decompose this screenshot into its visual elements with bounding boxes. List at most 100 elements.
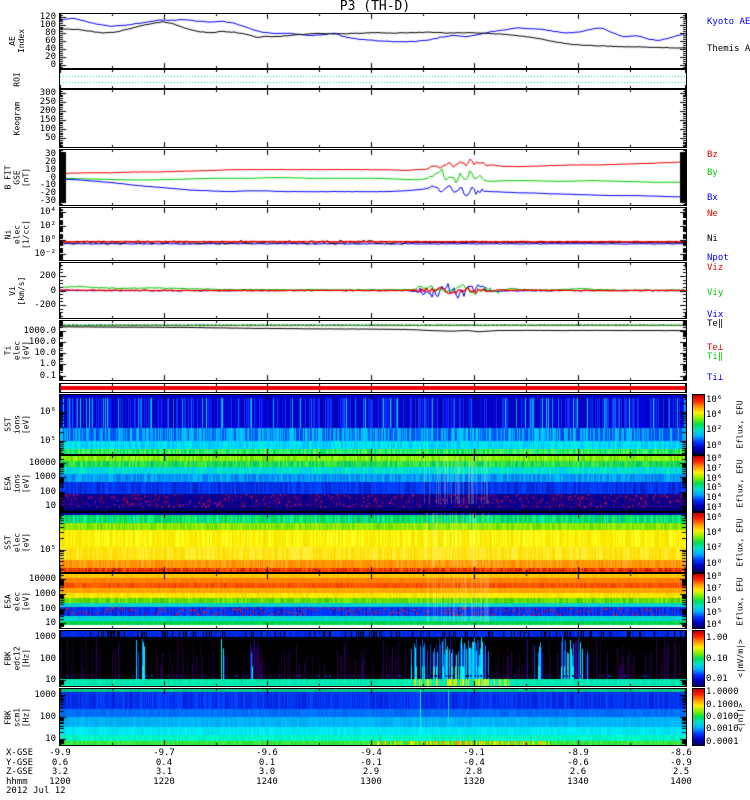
y-tick-label: 10⁻² bbox=[34, 249, 56, 260]
colorbar-tick-label: 10⁶ bbox=[706, 394, 723, 405]
panel-canvas-bfit bbox=[60, 150, 686, 205]
legend-ne: Ne bbox=[707, 209, 718, 220]
panel-canvas-ae bbox=[60, 14, 686, 68]
panel-ni bbox=[59, 207, 687, 261]
colorbar-tick-label: 0.01 bbox=[706, 674, 728, 685]
axis-value: 2.6 bbox=[569, 767, 587, 777]
y-tick-label: 80 bbox=[45, 28, 56, 39]
colorbar-sst-ions bbox=[692, 394, 705, 455]
legend-viz: Viz bbox=[707, 262, 724, 273]
colorbar-unit-label: <|mV/m|> bbox=[732, 631, 748, 686]
y-tick-label: 0.1 bbox=[39, 370, 56, 381]
y-tick-label: 300 bbox=[39, 87, 56, 98]
page-title: P3 (TH-D) bbox=[339, 0, 411, 14]
y-tick-label: 10000 bbox=[28, 458, 56, 469]
y-tick-label: 20 bbox=[45, 51, 56, 62]
axis-row-label-xgse: X-GSE bbox=[6, 748, 34, 758]
y-tick-label: 10² bbox=[39, 221, 56, 232]
colorbar-tick-label: 0.0001 bbox=[706, 736, 739, 747]
y-tick-label: 150 bbox=[39, 114, 56, 125]
axis-label-ni: Ni elec [1/cc] bbox=[0, 208, 34, 260]
y-tick-label: 10 bbox=[45, 164, 56, 175]
colorbar-tick-label: 10⁴ bbox=[706, 619, 723, 630]
colorbar-tick-label: 10³ bbox=[706, 503, 723, 514]
axis-value: 0.4 bbox=[155, 757, 173, 768]
colorbar-tick-label: 10⁵ bbox=[706, 483, 723, 494]
y-tick-label: 10.0 bbox=[34, 348, 56, 359]
panel-ae bbox=[59, 13, 687, 69]
axis-value: 1340 bbox=[567, 776, 589, 787]
legend-ti: Ti‖ bbox=[707, 352, 724, 363]
axis-value: 1240 bbox=[256, 776, 278, 787]
colorbar-tick-label: 10⁴ bbox=[706, 528, 723, 539]
colorbar-unit-label: Eflux, EFU bbox=[732, 456, 748, 511]
axis-value: -9.9 bbox=[49, 748, 71, 758]
axis-value: 1200 bbox=[49, 776, 71, 787]
y-tick-label: 10⁵ bbox=[39, 436, 56, 447]
y-tick-label: 250 bbox=[39, 96, 56, 107]
axis-label-ae: AE Index bbox=[0, 14, 34, 68]
colorbar-esa-ions bbox=[692, 455, 705, 512]
legend-by: By bbox=[707, 168, 718, 178]
axis-value: 3.0 bbox=[258, 767, 276, 777]
axis-value: 1300 bbox=[360, 776, 382, 787]
colorbar-unit-label: Eflux, EFU bbox=[732, 574, 748, 628]
y-tick-label: 1000 bbox=[34, 588, 56, 599]
axis-label-roi: ROI bbox=[0, 70, 34, 88]
axis-label-text: FBK edc12 [Hz] bbox=[3, 646, 31, 671]
y-tick-label: 10 bbox=[45, 618, 56, 629]
legend-ti: Ti⊥ bbox=[707, 373, 724, 384]
axis-label-text: Ni elec [1/cc] bbox=[3, 219, 31, 249]
axis-value: -0.6 bbox=[567, 757, 589, 768]
colorbar-tick-label: 10⁰ bbox=[706, 558, 723, 569]
y-tick-label: 10000 bbox=[28, 574, 56, 585]
colorbar-tick-label: 10⁴ bbox=[706, 493, 723, 504]
y-tick-label: 100 bbox=[39, 603, 56, 614]
axis-label-text: Vi [km/s] bbox=[8, 276, 26, 305]
y-tick-label: 100 bbox=[39, 20, 56, 31]
colorbar-tick-label: 10⁶ bbox=[706, 473, 723, 484]
y-tick-label: 100 bbox=[39, 653, 56, 664]
y-tick-label: 0 bbox=[50, 285, 56, 296]
axis-label-text: ROI bbox=[12, 71, 22, 87]
y-tick-label: -200 bbox=[34, 299, 56, 310]
panel-ti bbox=[59, 320, 687, 381]
y-tick-label: 1000 bbox=[34, 632, 56, 643]
legend-kyotoae: Kyoto AE bbox=[707, 17, 750, 28]
axis-label-text: FBK scm1 [Hz] bbox=[3, 707, 31, 727]
legend-viy: Viy bbox=[707, 287, 724, 298]
panel-redbar bbox=[59, 383, 687, 393]
axis-label-text: ESA elec [eV] bbox=[3, 591, 31, 611]
colorbar-tick-label: 10⁸ bbox=[706, 572, 723, 583]
axis-value: 2.8 bbox=[465, 767, 483, 777]
y-tick-label: 200 bbox=[39, 271, 56, 282]
y-tick-label: 100 bbox=[39, 123, 56, 134]
axis-label-sst-ions: SST ions [eV] bbox=[0, 395, 34, 454]
colorbar-sst-elec bbox=[692, 512, 705, 573]
axis-row-label-ygse: Y-GSE bbox=[6, 757, 34, 768]
legend-themisae: Themis AE bbox=[707, 44, 750, 55]
axis-label-text: SST elec [eV] bbox=[3, 532, 31, 553]
axis-value: -8.6 bbox=[670, 748, 692, 758]
legend-ni: Ni bbox=[707, 233, 718, 244]
colorbar-fbk-scm1 bbox=[692, 688, 705, 746]
colorbar-tick-label: 10⁰ bbox=[706, 440, 723, 451]
colorbar-tick-label: 0.1000 bbox=[706, 699, 739, 710]
panel-sst-elec bbox=[59, 512, 687, 573]
panel-roi bbox=[59, 69, 687, 89]
axis-value: 1320 bbox=[463, 776, 485, 787]
colorbar-tick-label: 10² bbox=[706, 543, 723, 554]
axis-label-vi: Vi [km/s] bbox=[0, 263, 34, 318]
y-tick-label: 10⁴ bbox=[39, 207, 56, 218]
colorbar-tick-label: 10² bbox=[706, 425, 723, 436]
y-tick-label: 60 bbox=[45, 36, 56, 46]
y-tick-label: 10⁶ bbox=[39, 406, 56, 417]
y-tick-label: 1000.0 bbox=[23, 325, 56, 336]
y-tick-label: 50 bbox=[45, 132, 56, 143]
axis-value: 2.5 bbox=[672, 767, 690, 777]
panel-canvas-fbk-edc12 bbox=[60, 631, 686, 686]
axis-value: 3.1 bbox=[155, 767, 173, 777]
y-tick-label: 0 bbox=[50, 172, 56, 183]
axis-label-sst-elec: SST elec [eV] bbox=[0, 513, 34, 572]
